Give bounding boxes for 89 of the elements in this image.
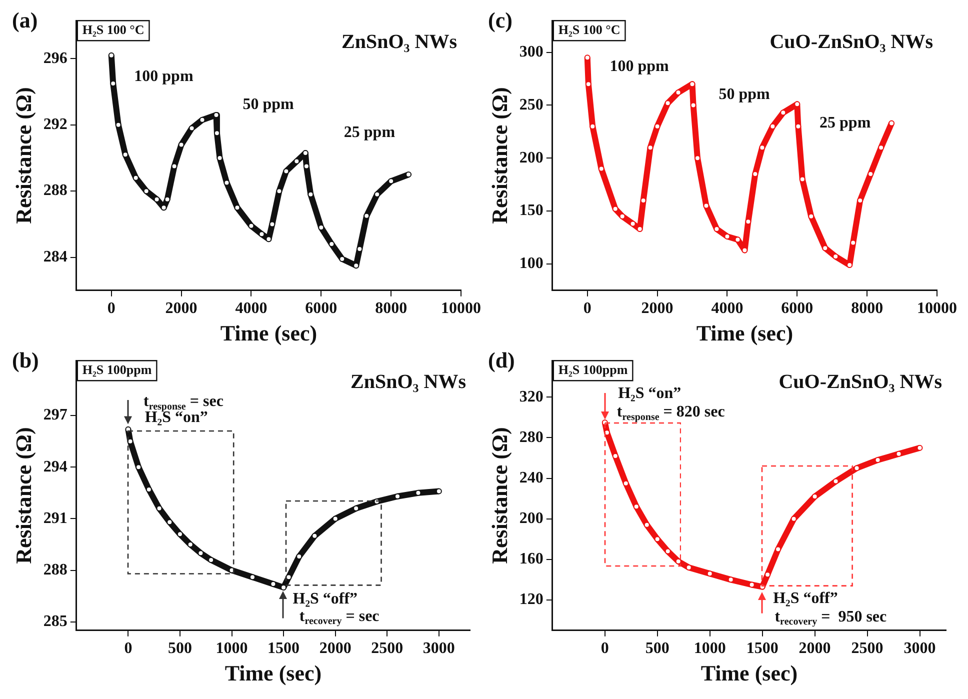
x-tick-label: 1000 — [216, 640, 248, 658]
x-tick-label: 1000 — [694, 640, 726, 658]
x-axis-title: Time (sec) — [700, 660, 798, 686]
annotation: 25 ppm — [820, 114, 872, 132]
x-tick-label: 3000 — [422, 640, 455, 658]
y-tick-label: 297 — [43, 406, 68, 424]
x-axis-title: Time (sec) — [224, 660, 322, 686]
x-tick-label: 0 — [124, 640, 132, 658]
point — [406, 172, 412, 178]
point — [374, 191, 380, 198]
x-tick-label: 0 — [583, 300, 592, 318]
x-tick-label: 10000 — [441, 300, 481, 318]
text: (c) — [488, 8, 512, 33]
y-tick-label: 285 — [43, 612, 68, 630]
y-tick-label: 288 — [43, 182, 68, 200]
y-tick-label: 300 — [519, 43, 544, 60]
text: CuO-ZnSnO₃ NWs — [770, 30, 934, 53]
y-tick-label: 240 — [519, 469, 544, 486]
text: (b) — [12, 348, 39, 373]
x-axis-title: Time (sec) — [696, 320, 794, 346]
x-tick-label: 1500 — [746, 640, 778, 658]
x-tick-label: 0 — [600, 640, 609, 658]
x-tick-label: 2000 — [641, 300, 674, 318]
point — [664, 548, 671, 554]
x-tick-label: 4000 — [235, 300, 268, 318]
annotation: 100 ppm — [134, 68, 194, 86]
y-tick-label: 280 — [519, 428, 544, 446]
y-tick-label: 150 — [519, 202, 544, 220]
y-tick-label: 284 — [43, 248, 68, 266]
y-tick-label: 200 — [519, 149, 544, 166]
y-tick-label: 320 — [519, 388, 544, 406]
x-tick-label: 2000 — [319, 640, 352, 658]
point — [790, 516, 797, 522]
x-tick-label: 0 — [107, 300, 116, 318]
x-tick-label: 8000 — [375, 300, 408, 318]
y-axis-title: Resistance (Ω) — [10, 87, 36, 224]
point — [294, 158, 300, 164]
annotation: H₂S 100 °C — [558, 22, 620, 37]
y-tick-label: 288 — [43, 561, 68, 578]
y-axis-title: Resistance (Ω) — [486, 427, 512, 564]
x-tick-label: 6000 — [781, 300, 814, 318]
text: ZnSnO₃ NWs — [350, 370, 466, 393]
text: ZnSnO₃ NWs — [342, 30, 458, 53]
y-tick-label: 120 — [519, 591, 544, 608]
y-tick-label: 294 — [43, 458, 68, 476]
x-tick-label: 1500 — [268, 640, 300, 658]
annotation: H₂S 100 °C — [82, 22, 144, 37]
y-tick-label: 160 — [519, 550, 544, 568]
annotation: H₂S 100ppm — [558, 362, 628, 377]
x-tick-label: 10000 — [917, 300, 957, 318]
y-tick-label: 296 — [43, 50, 68, 67]
point — [198, 550, 204, 556]
annotation: 50 ppm — [242, 96, 295, 114]
y-axis-title: Resistance (Ω) — [10, 427, 36, 564]
x-tick-label: 2500 — [851, 640, 884, 658]
x-tick-label: 2500 — [371, 640, 404, 658]
x-tick-label: 2000 — [165, 300, 198, 318]
annotation: 100 ppm — [610, 58, 670, 75]
text: (d) — [488, 348, 515, 373]
annotation: 25 ppm — [344, 124, 396, 142]
y-axis-title: Resistance (Ω) — [486, 87, 512, 224]
text: (a) — [12, 8, 38, 33]
x-tick-label: 8000 — [851, 300, 884, 318]
point — [258, 231, 265, 238]
y-tick-label: 291 — [43, 510, 68, 527]
point — [812, 494, 818, 500]
annotation: H₂S “off” — [292, 590, 358, 608]
point — [619, 213, 626, 220]
x-axis-title: Time (sec) — [220, 320, 318, 346]
y-tick-label: 292 — [43, 116, 68, 134]
annotation: H₂S 100ppm — [82, 362, 152, 377]
x-tick-label: 2000 — [798, 640, 831, 658]
y-tick-label: 250 — [519, 96, 544, 114]
annotation: H₂S “on” — [618, 385, 682, 402]
x-tick-label: 3000 — [904, 640, 936, 658]
point — [154, 196, 160, 202]
annotation: H₂S “off” — [773, 590, 838, 607]
y-tick-label: 200 — [519, 510, 544, 527]
point — [654, 536, 660, 542]
x-tick-label: 6000 — [305, 300, 338, 318]
x-tick-label: 4000 — [711, 300, 744, 318]
x-tick-label: 500 — [645, 640, 670, 658]
point — [187, 541, 194, 548]
point — [143, 188, 150, 194]
x-tick-label: 500 — [168, 640, 192, 658]
point — [176, 531, 183, 538]
y-tick-label: 100 — [519, 255, 544, 272]
text: CuO-ZnSnO₃ NWs — [778, 370, 942, 393]
annotation: 50 ppm — [718, 86, 771, 103]
